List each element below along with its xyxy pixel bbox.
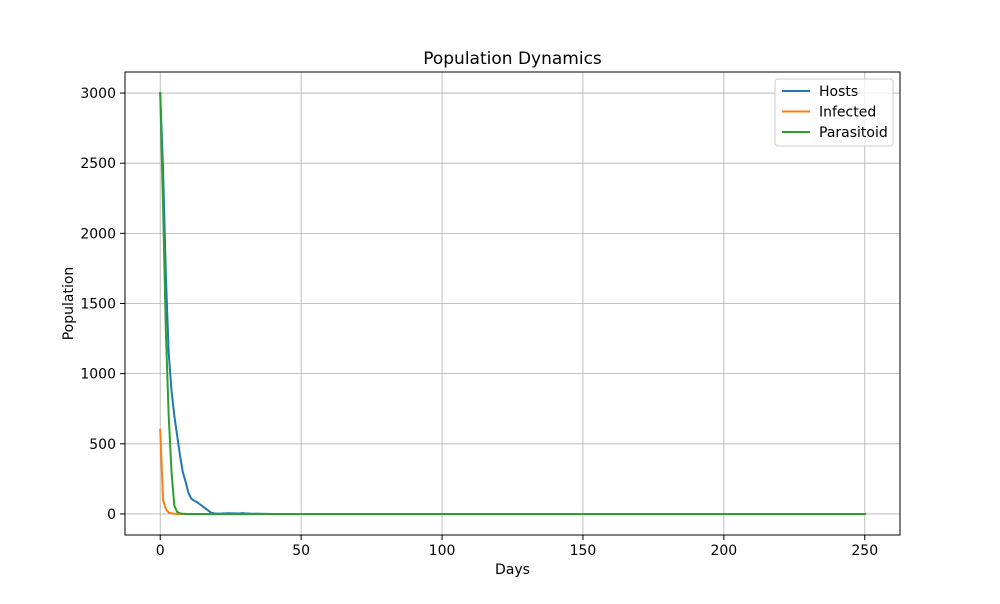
x-tick-label: 200 [710,543,737,559]
series-line-parasitoid [159,92,866,515]
x-tick-label: 0 [156,543,165,559]
legend-label-infected: Infected [819,105,876,121]
y-tick-label: 0 [107,507,116,523]
x-axis-ticks: 0 50 100 150 200 250 [156,535,878,559]
x-tick-label: 150 [570,543,597,559]
x-tick-label: 50 [292,543,310,559]
series-line-infected [159,428,866,515]
legend-label-hosts: Hosts [819,84,858,100]
chart-title: Population Dynamics [423,49,602,69]
x-tick-label: 250 [851,543,878,559]
legend-box [774,78,894,147]
y-tick-label: 1500 [80,297,116,313]
y-tick-label: 3000 [80,86,116,102]
grid-lines [125,72,900,535]
y-axis-ticks: 0 500 1000 1500 2000 2500 3000 [80,86,125,523]
legend: Hosts Infected Parasitoid [774,78,894,147]
series-lines [159,92,866,515]
y-tick-label: 2000 [80,226,116,242]
x-tick-label: 100 [429,543,456,559]
y-tick-label: 2500 [80,156,116,172]
y-tick-label: 1000 [80,367,116,383]
legend-label-parasitoid: Parasitoid [819,125,888,141]
y-tick-label: 500 [89,437,116,453]
x-axis-label: Days [495,562,530,578]
y-axis-label: Population [61,267,77,341]
